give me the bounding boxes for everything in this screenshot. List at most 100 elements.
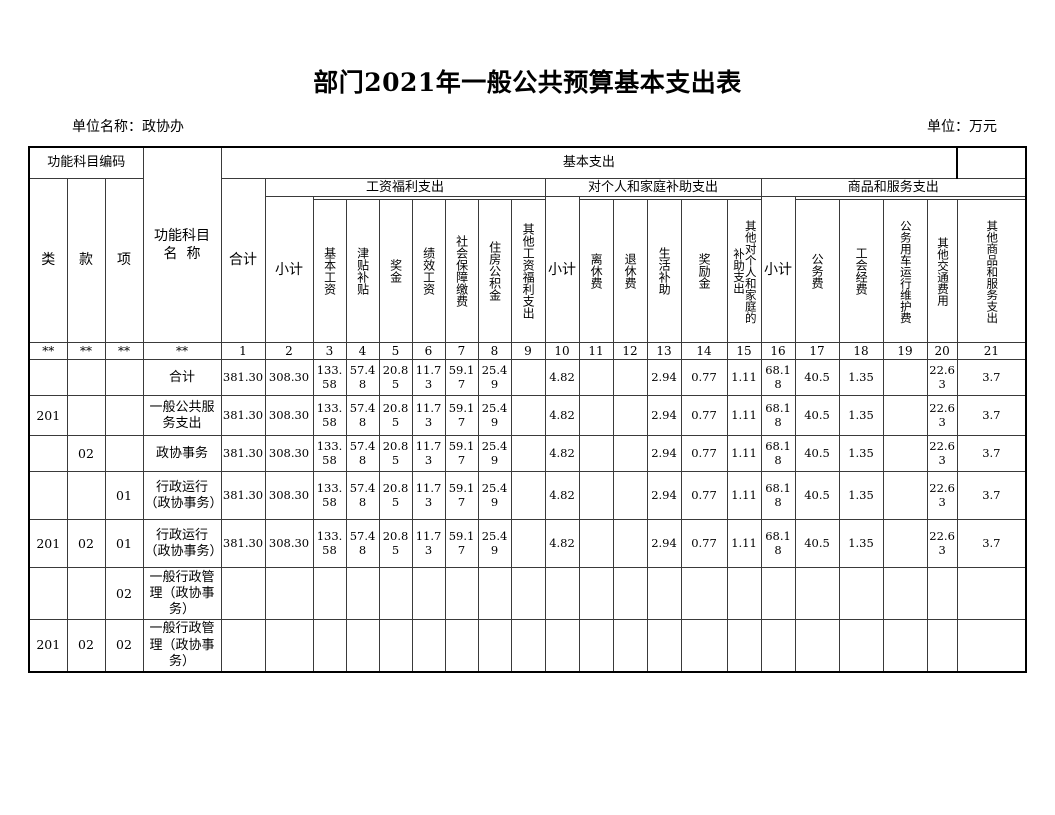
cell-value-21: 3.7 bbox=[956, 395, 1027, 437]
cell-value-7 bbox=[444, 567, 479, 621]
header-col-kuan: 款 bbox=[66, 177, 106, 344]
cell-value-10: 4.82 bbox=[544, 519, 580, 569]
cell-subject-name: 政协事务 bbox=[142, 435, 222, 473]
cell-value-15: 1.11 bbox=[726, 519, 762, 569]
header-col-pension-fee-label: 退休费 bbox=[623, 253, 638, 290]
cell-value-8 bbox=[477, 619, 512, 674]
cell-value-2: 308.30 bbox=[264, 471, 314, 521]
header-col-other-goods-services: 其他商品和服务支出 bbox=[956, 199, 1027, 344]
colnum-16: 13 bbox=[646, 342, 682, 361]
cell-value-11 bbox=[578, 619, 614, 674]
cell-value-16: 68.18 bbox=[760, 395, 796, 437]
cell-value-21: 3.7 bbox=[956, 471, 1027, 521]
header-col-union-fund: 工会经费 bbox=[838, 199, 884, 344]
colnum-10: 7 bbox=[444, 342, 479, 361]
cell-lei: 201 bbox=[28, 519, 68, 569]
cell-value-11 bbox=[578, 435, 614, 473]
header-goods-spacer-last bbox=[957, 196, 1027, 200]
cell-value-13 bbox=[646, 619, 682, 674]
colnum-8: 5 bbox=[378, 342, 413, 361]
cell-value-7: 59.17 bbox=[444, 395, 479, 437]
header-col-reward-fund-label: 奖励金 bbox=[697, 253, 712, 290]
cell-value-19 bbox=[882, 435, 928, 473]
cell-value-9 bbox=[510, 567, 546, 621]
header-col-official-fee: 公务费 bbox=[794, 199, 840, 344]
cell-value-10 bbox=[544, 619, 580, 674]
table-row: 合计 381.30 308.30 133.58 57.48 20.85 11.73 59.17… bbox=[28, 359, 1027, 397]
colnum-12: 9 bbox=[510, 342, 546, 361]
cell-value-11 bbox=[578, 471, 614, 521]
cell-value-14: 0.77 bbox=[680, 471, 728, 521]
cell-value-5: 20.85 bbox=[378, 395, 413, 437]
cell-lei: 201 bbox=[28, 619, 68, 674]
colnum-7: 4 bbox=[345, 342, 380, 361]
cell-value-2: 308.30 bbox=[264, 395, 314, 437]
cell-value-17 bbox=[794, 619, 840, 674]
cell-kuan bbox=[66, 395, 106, 437]
cell-value-4: 57.48 bbox=[345, 471, 380, 521]
header-salary-subtotal-label: 小计 bbox=[275, 261, 303, 278]
cell-kuan: 02 bbox=[66, 619, 106, 674]
cell-value-5: 20.85 bbox=[378, 471, 413, 521]
cell-lei bbox=[28, 567, 68, 621]
cell-value-13: 2.94 bbox=[646, 395, 682, 437]
cell-value-19 bbox=[882, 567, 928, 621]
header-group-salary: 工资福利支出 bbox=[264, 177, 546, 198]
header-col-social-insurance-label: 社会保障缴费 bbox=[454, 235, 469, 308]
cell-value-13: 2.94 bbox=[646, 519, 682, 569]
cell-xiang: 02 bbox=[104, 567, 144, 621]
cell-value-4 bbox=[345, 619, 380, 674]
header-col-social-insurance: 社会保障缴费 bbox=[444, 199, 479, 344]
cell-subject-name: 一般行政管理（政协事务） bbox=[142, 619, 222, 674]
cell-value-10: 4.82 bbox=[544, 471, 580, 521]
header-col-bonus-label: 奖金 bbox=[388, 259, 403, 284]
cell-value-21 bbox=[956, 567, 1027, 621]
cell-value-5: 20.85 bbox=[378, 519, 413, 569]
cell-value-18: 1.35 bbox=[838, 359, 884, 397]
cell-value-9 bbox=[510, 359, 546, 397]
header-col-retirement-fee-label: 离休费 bbox=[589, 253, 604, 290]
cell-value-7: 59.17 bbox=[444, 471, 479, 521]
header-col-housing-fund-label: 住房公积金 bbox=[487, 241, 502, 302]
cell-value-18: 1.35 bbox=[838, 519, 884, 569]
cell-value-14 bbox=[680, 619, 728, 674]
header-aid-subtotal: 小计 bbox=[544, 196, 580, 344]
cell-value-15: 1.11 bbox=[726, 359, 762, 397]
cell-value-12 bbox=[612, 471, 648, 521]
cell-value-21: 3.7 bbox=[956, 519, 1027, 569]
cell-value-5: 20.85 bbox=[378, 435, 413, 473]
cell-value-11 bbox=[578, 567, 614, 621]
colnum-21: 18 bbox=[838, 342, 884, 361]
cell-value-2 bbox=[264, 619, 314, 674]
header-col-bonus: 奖金 bbox=[378, 199, 413, 344]
cell-value-16: 68.18 bbox=[760, 519, 796, 569]
cell-value-15 bbox=[726, 619, 762, 674]
cell-value-7: 59.17 bbox=[444, 435, 479, 473]
header-code-group: 功能科目编码 bbox=[28, 146, 144, 179]
header-col-lei-label: 类 bbox=[41, 252, 56, 269]
cell-value-1 bbox=[220, 567, 266, 621]
cell-value-18 bbox=[838, 567, 884, 621]
cell-value-7: 59.17 bbox=[444, 359, 479, 397]
cell-value-4: 57.48 bbox=[345, 435, 380, 473]
header-col-other-salary-welfare: 其他工资福利支出 bbox=[510, 199, 546, 344]
cell-xiang bbox=[104, 395, 144, 437]
cell-value-13: 2.94 bbox=[646, 435, 682, 473]
table-row: 02 政协事务 381.30 308.30 133.58 57.48 20.85 11.73 5… bbox=[28, 435, 1027, 473]
header-col-other-goods-services-label: 其他商品和服务支出 bbox=[985, 219, 1000, 324]
cell-value-5: 20.85 bbox=[378, 359, 413, 397]
cell-value-20 bbox=[926, 567, 958, 621]
cell-lei bbox=[28, 359, 68, 397]
cell-value-3: 133.58 bbox=[312, 395, 347, 437]
cell-value-17: 40.5 bbox=[794, 471, 840, 521]
header-group-goods-services: 商品和服务支出 bbox=[760, 177, 1027, 198]
cell-kuan bbox=[66, 471, 106, 521]
unit-name-value: 政协办 bbox=[142, 119, 184, 135]
header-row-top: 功能科目编码 功能科目名 称 基本支出 bbox=[28, 146, 1026, 344]
cell-subject-name: 行政运行（政协事务） bbox=[142, 519, 222, 569]
cell-value-8 bbox=[477, 567, 512, 621]
cell-value-4: 57.48 bbox=[345, 359, 380, 397]
cell-value-9 bbox=[510, 619, 546, 674]
cell-subject-name: 合计 bbox=[142, 359, 222, 397]
cell-value-9 bbox=[510, 435, 546, 473]
